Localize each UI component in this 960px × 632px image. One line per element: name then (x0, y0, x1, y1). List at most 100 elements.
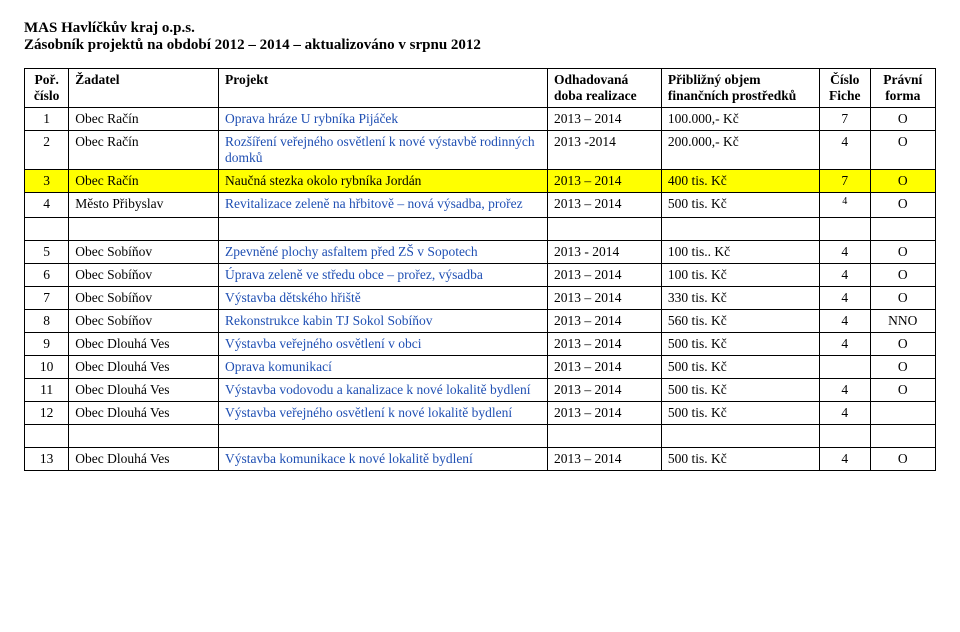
cell-fiche: 4 (820, 240, 871, 263)
cell-zadatel: Obec Dlouhá Ves (69, 447, 219, 470)
cell-por: 13 (25, 447, 69, 470)
cell-projekt: Výstavba dětského hřiště (219, 286, 548, 309)
cell-projekt: Výstavba veřejného osvětlení v obci (219, 332, 548, 355)
cell-projekt: Úprava zeleně ve středu obce – prořez, v… (219, 263, 548, 286)
spacer-cell (69, 424, 219, 447)
cell-fiche: 4 (820, 332, 871, 355)
cell-doba: 2013 - 2014 (547, 240, 661, 263)
cell-objem: 500 tis. Kč (661, 355, 819, 378)
cell-zadatel: Obec Dlouhá Ves (69, 378, 219, 401)
table-row: 4Město PřibyslavRevitalizace zeleně na h… (25, 193, 936, 218)
table-body: 1Obec RačínOprava hráze U rybníka Pijáče… (25, 108, 936, 471)
cell-forma: O (870, 240, 935, 263)
cell-fiche: 4 (820, 263, 871, 286)
cell-objem: 500 tis. Kč (661, 193, 819, 218)
table-row: 10Obec Dlouhá VesOprava komunikací2013 –… (25, 355, 936, 378)
cell-objem: 100 tis.. Kč (661, 240, 819, 263)
cell-doba: 2013 – 2014 (547, 401, 661, 424)
spacer-cell (69, 217, 219, 240)
spacer-cell (661, 424, 819, 447)
cell-zadatel: Obec Sobíňov (69, 309, 219, 332)
cell-fiche: 4 (820, 447, 871, 470)
spacer-cell (25, 424, 69, 447)
cell-doba: 2013 – 2014 (547, 170, 661, 193)
projects-table: Poř. číslo Žadatel Projekt Odhadovaná do… (24, 68, 936, 471)
cell-por: 3 (25, 170, 69, 193)
cell-projekt: Oprava komunikací (219, 355, 548, 378)
cell-por: 1 (25, 108, 69, 131)
spacer-cell (661, 217, 819, 240)
cell-objem: 330 tis. Kč (661, 286, 819, 309)
cell-fiche: 7 (820, 108, 871, 131)
col-objem: Přibližný objem finančních prostředků (661, 69, 819, 108)
cell-projekt: Výstavba veřejného osvětlení k nové loka… (219, 401, 548, 424)
cell-forma: O (870, 332, 935, 355)
spacer-row (25, 424, 936, 447)
table-row: 6Obec SobíňovÚprava zeleně ve středu obc… (25, 263, 936, 286)
cell-por: 11 (25, 378, 69, 401)
spacer-row (25, 217, 936, 240)
cell-doba: 2013 – 2014 (547, 447, 661, 470)
spacer-cell (219, 424, 548, 447)
cell-por: 10 (25, 355, 69, 378)
table-row: 13Obec Dlouhá VesVýstavba komunikace k n… (25, 447, 936, 470)
cell-por: 6 (25, 263, 69, 286)
table-row: 12Obec Dlouhá VesVýstavba veřejného osvě… (25, 401, 936, 424)
cell-forma: O (870, 108, 935, 131)
spacer-cell (547, 217, 661, 240)
cell-forma: NNO (870, 309, 935, 332)
doc-header: MAS Havlíčkův kraj o.p.s. Zásobník proje… (24, 20, 936, 54)
cell-doba: 2013 – 2014 (547, 355, 661, 378)
cell-fiche (820, 355, 871, 378)
cell-zadatel: Město Přibyslav (69, 193, 219, 218)
cell-zadatel: Obec Račín (69, 131, 219, 170)
cell-zadatel: Obec Sobíňov (69, 263, 219, 286)
cell-projekt: Revitalizace zeleně na hřbitově – nová v… (219, 193, 548, 218)
table-row: 2Obec RačínRozšíření veřejného osvětlení… (25, 131, 936, 170)
col-forma: Právní forma (870, 69, 935, 108)
cell-objem: 500 tis. Kč (661, 447, 819, 470)
cell-por: 2 (25, 131, 69, 170)
table-row: 8Obec SobíňovRekonstrukce kabin TJ Sokol… (25, 309, 936, 332)
cell-objem: 560 tis. Kč (661, 309, 819, 332)
cell-projekt: Výstavba komunikace k nové lokalitě bydl… (219, 447, 548, 470)
cell-por: 5 (25, 240, 69, 263)
col-projekt: Projekt (219, 69, 548, 108)
cell-forma: O (870, 263, 935, 286)
cell-zadatel: Obec Dlouhá Ves (69, 401, 219, 424)
cell-doba: 2013 – 2014 (547, 378, 661, 401)
cell-zadatel: Obec Dlouhá Ves (69, 355, 219, 378)
cell-doba: 2013 -2014 (547, 131, 661, 170)
cell-zadatel: Obec Dlouhá Ves (69, 332, 219, 355)
spacer-cell (25, 217, 69, 240)
cell-por: 12 (25, 401, 69, 424)
header-line2: Zásobník projektů na období 2012 – 2014 … (24, 37, 936, 54)
spacer-cell (547, 424, 661, 447)
cell-forma: O (870, 193, 935, 218)
table-header-row: Poř. číslo Žadatel Projekt Odhadovaná do… (25, 69, 936, 108)
header-line1: MAS Havlíčkův kraj o.p.s. (24, 20, 936, 37)
cell-forma: O (870, 447, 935, 470)
cell-fiche: 4 (820, 286, 871, 309)
spacer-cell (820, 424, 871, 447)
spacer-cell (870, 217, 935, 240)
cell-projekt: Naučná stezka okolo rybníka Jordán (219, 170, 548, 193)
cell-objem: 100 tis. Kč (661, 263, 819, 286)
col-doba: Odhadovaná doba realizace (547, 69, 661, 108)
cell-objem: 200.000,- Kč (661, 131, 819, 170)
cell-doba: 2013 – 2014 (547, 263, 661, 286)
cell-projekt: Rekonstrukce kabin TJ Sokol Sobíňov (219, 309, 548, 332)
cell-forma: O (870, 355, 935, 378)
table-row: 1Obec RačínOprava hráze U rybníka Pijáče… (25, 108, 936, 131)
cell-forma (870, 401, 935, 424)
cell-objem: 400 tis. Kč (661, 170, 819, 193)
table-row: 11Obec Dlouhá VesVýstavba vodovodu a kan… (25, 378, 936, 401)
cell-projekt: Rozšíření veřejného osvětlení k nové výs… (219, 131, 548, 170)
cell-objem: 500 tis. Kč (661, 401, 819, 424)
cell-projekt: Zpevněné plochy asfaltem před ZŠ v Sopot… (219, 240, 548, 263)
table-row: 3Obec RačínNaučná stezka okolo rybníka J… (25, 170, 936, 193)
cell-forma: O (870, 170, 935, 193)
cell-fiche: 4 (820, 378, 871, 401)
cell-doba: 2013 – 2014 (547, 108, 661, 131)
cell-zadatel: Obec Sobíňov (69, 286, 219, 309)
